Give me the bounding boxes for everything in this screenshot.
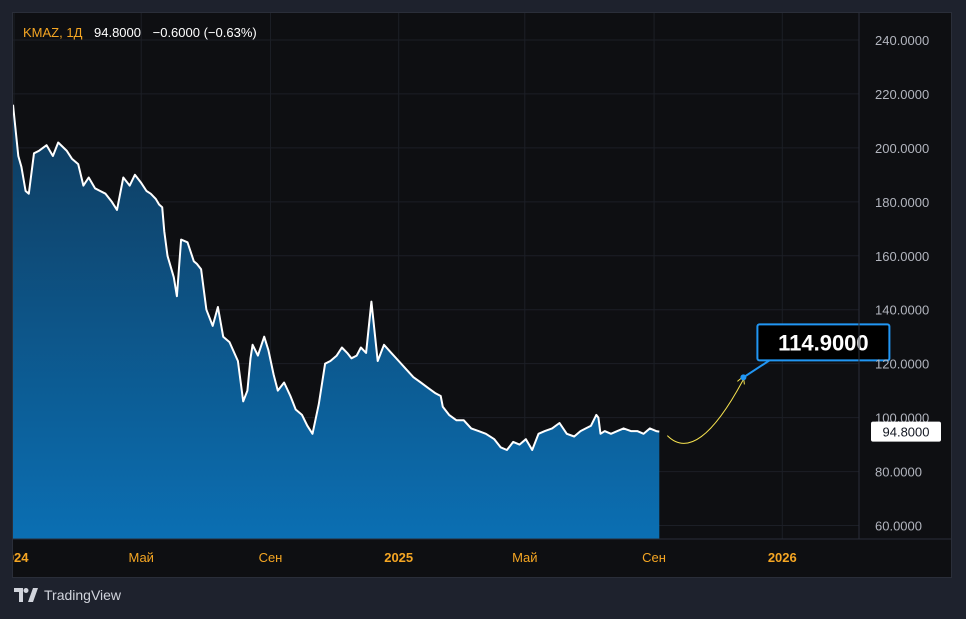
- price-tick-label: 120.0000: [875, 357, 929, 372]
- last-price-label: 94.8000: [883, 425, 930, 440]
- last-price-badge: [871, 421, 941, 442]
- time-tick-label: Сен: [259, 550, 283, 565]
- price-tick-label: 200.0000: [875, 141, 929, 156]
- callout-pointer: [742, 359, 770, 379]
- time-axis[interactable]: 2024 Май Сен 2025 Май Сен 2026: [13, 538, 951, 565]
- time-tick-label: Май: [128, 550, 153, 565]
- chart-legend: KMAZ, 1Д 94.8000 −0.6000 (−0.63%): [23, 25, 257, 40]
- price-tick-label: 180.0000: [875, 195, 929, 210]
- forecast-callout-box[interactable]: [756, 323, 891, 362]
- price-tick-label: 240.0000: [875, 33, 929, 48]
- brand-name[interactable]: TradingView: [44, 587, 122, 603]
- time-tick-label: 2024: [13, 550, 29, 565]
- footer: TradingView: [14, 587, 121, 603]
- forecast-arrow: [666, 379, 744, 444]
- time-tick-label: Сен: [642, 550, 666, 565]
- time-tick-label: Май: [512, 550, 537, 565]
- symbol-label[interactable]: KMAZ, 1Д: [23, 25, 83, 40]
- price-tick-label: 60.0000: [875, 519, 922, 534]
- price-line: [13, 104, 660, 451]
- forecast-callout-label: 114.9000: [778, 330, 869, 355]
- price-chart[interactable]: 114.9000 240.0000 220.0000 200.0000 180.000…: [13, 13, 951, 577]
- tradingview-logo-icon[interactable]: [14, 588, 38, 602]
- legend-price: 94.8000: [94, 25, 141, 40]
- price-area: [13, 104, 660, 539]
- legend-change: −0.6000 (−0.63%): [152, 25, 257, 40]
- price-axis[interactable]: 240.0000 220.0000 200.0000 180.0000 160.0000…: [858, 13, 929, 539]
- price-tick-label: 160.0000: [875, 249, 929, 264]
- chart-frame[interactable]: 114.9000 240.0000 220.0000 200.0000 180.000…: [12, 12, 952, 578]
- time-tick-label: 2025: [384, 550, 413, 565]
- price-tick-label: 140.0000: [875, 303, 929, 318]
- price-tick-label: 220.0000: [875, 87, 929, 102]
- price-tick-label: 80.0000: [875, 465, 922, 480]
- time-tick-label: 2026: [768, 550, 797, 565]
